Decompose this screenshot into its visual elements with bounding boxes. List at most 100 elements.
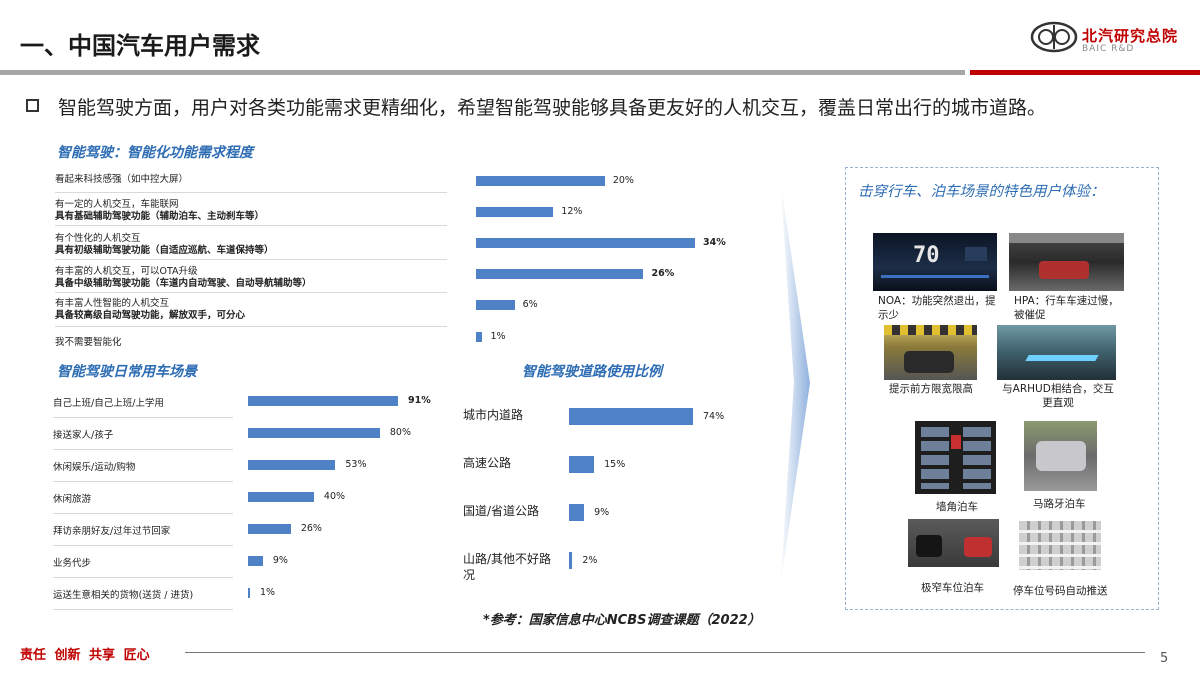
footer-values: 责任 创新 共享 匠心	[20, 648, 150, 663]
limit-caption: 提示前方限宽限高	[889, 383, 973, 395]
scene-label: 接送家人/孩子	[53, 430, 114, 441]
demand-chart: 看起来科技感强（如中控大屏） 有一定的人机交互，车能联网 具有基础辅助驾驶功能（辅…	[55, 163, 775, 353]
demand-bar	[476, 207, 554, 217]
demand-chart-title: 智能驾驶：智能化功能需求程度	[57, 145, 253, 161]
scene-label: 自己上班/自己上班/上学用	[53, 398, 164, 409]
scene-label: 拜访亲朋好友/过年过节回家	[53, 526, 171, 537]
baic-logo: 北汽研究总院 BAIC R&D	[1030, 20, 1190, 60]
limit-warning-image	[884, 325, 977, 380]
scene-value-label: 1%	[260, 587, 276, 598]
curb-parking-image	[1024, 421, 1097, 491]
scene-bar	[248, 428, 380, 438]
hpa-garage-image	[1009, 233, 1124, 291]
scene-value-label: 53%	[345, 459, 367, 470]
road-bar	[569, 456, 595, 473]
demand-value-label: 20%	[612, 175, 634, 186]
scene-value-label: 40%	[323, 491, 346, 502]
demand-separator	[55, 259, 447, 260]
demand-bar	[476, 269, 644, 279]
bullet-square-icon	[26, 99, 39, 112]
demand-value-label: 12%	[561, 206, 583, 217]
scene-separator	[53, 609, 233, 610]
header-divider-red	[970, 70, 1200, 75]
headline: 智能驾驶方面，用户对各类功能需求更精细化，希望智能驾驶能够具备更友好的人机交互，…	[58, 97, 1047, 119]
demand-value-label: 34%	[703, 237, 726, 248]
demand-bar	[476, 332, 483, 342]
scene-separator	[53, 481, 233, 482]
road-label: 山路/其他不好路况	[463, 552, 552, 582]
demand-separator	[55, 192, 447, 193]
road-value-label: 15%	[604, 459, 626, 470]
demand-value-label: 26%	[651, 268, 675, 279]
scene-value-label: 80%	[389, 427, 411, 438]
road-bar	[569, 408, 693, 425]
logo-text-cn: 北汽研究总院	[1082, 27, 1179, 45]
noa-caption: NOA：功能突然退出，提示少	[878, 295, 996, 321]
slot-number-image	[1019, 521, 1101, 570]
experience-panel	[845, 167, 1159, 610]
demand-label: 有丰富的人机交互，可以OTA升级 具备中级辅助驾驶功能（车道内自动驾驶、自动导航辅…	[55, 266, 312, 289]
scene-separator	[53, 577, 233, 578]
demand-bar	[476, 238, 695, 248]
scenes-chart-title: 智能驾驶日常用车场景	[57, 364, 197, 380]
scene-value-label: 9%	[272, 555, 288, 566]
narrow-parking-image	[908, 519, 999, 567]
right-arrow-icon	[780, 178, 810, 588]
page-number: 5	[1160, 651, 1169, 666]
scene-separator	[53, 417, 233, 418]
logo-text-en: BAIC R&D	[1082, 44, 1135, 54]
scene-value-label: 91%	[408, 395, 431, 406]
road-label: 国道/省道公路	[463, 504, 540, 518]
noa-hud-image: 70	[873, 233, 997, 291]
scene-value-label: 26%	[300, 523, 322, 534]
road-value-label: 74%	[703, 411, 725, 422]
roads-chart-title: 智能驾驶道路使用比例	[522, 364, 662, 380]
demand-bar	[476, 300, 515, 310]
road-value-label: 2%	[582, 555, 598, 566]
scene-label: 休闲旅游	[53, 494, 92, 505]
arhud-caption: 与ARHUD相结合，交互更直观	[1002, 383, 1114, 409]
scene-separator	[53, 449, 233, 450]
scenes-chart: 自己上班/自己上班/上学用 91% 接送家人/孩子 80% 休闲娱乐/运动/购物 53% 休…	[53, 385, 463, 610]
demand-value-label: 6%	[522, 299, 538, 310]
scene-label: 运送生意相关的货物(送货 / 进货)	[53, 590, 194, 601]
road-value-label: 9%	[594, 507, 610, 518]
scene-bar	[248, 396, 398, 406]
demand-value-label: 1%	[490, 331, 506, 342]
scene-bar	[248, 556, 263, 566]
scene-bar	[248, 524, 291, 534]
scene-bar	[248, 460, 336, 470]
demand-separator	[55, 326, 447, 327]
demand-label: 有个性化的人机交互 具有初级辅助驾驶功能（自适应巡航、车道保持等）	[55, 233, 274, 256]
slot-caption: 停车位号码自动推送	[1013, 585, 1108, 597]
corner-caption: 墙角泊车	[936, 501, 978, 513]
scene-separator	[53, 513, 233, 514]
demand-bar	[476, 176, 605, 186]
roads-chart: 城市内道路 74% 高速公路 15% 国道/省道公路 9% 山路/其他不好路况 2%	[463, 392, 783, 592]
scene-label: 休闲娱乐/运动/购物	[53, 462, 136, 473]
corner-parking-image	[915, 421, 996, 494]
baic-emblem-icon	[1030, 21, 1078, 53]
curb-caption: 马路牙泊车	[1033, 498, 1086, 510]
road-bar	[569, 504, 585, 521]
scene-separator	[53, 545, 233, 546]
hpa-caption: HPA：行车车速过慢，被催促	[1014, 295, 1119, 321]
reference-note: *参考：国家信息中心NCBS调查课题（2022）	[483, 613, 761, 628]
scene-label: 业务代步	[53, 558, 92, 569]
narrow-caption: 极窄车位泊车	[921, 582, 984, 594]
page-title: 一、中国汽车用户需求	[20, 32, 260, 60]
scene-bar	[248, 588, 250, 598]
arhud-image	[997, 325, 1116, 380]
experience-title: 击穿行车、泊车场景的特色用户体验：	[858, 184, 1105, 200]
demand-separator	[55, 225, 447, 226]
road-label: 高速公路	[463, 456, 512, 470]
footer-divider	[185, 652, 1145, 653]
header-divider-gray	[0, 70, 965, 75]
demand-label: 我不需要智能化	[55, 337, 122, 348]
demand-label: 有一定的人机交互，车能联网 具有基础辅助驾驶功能（辅助泊车、主动刹车等）	[55, 199, 265, 222]
demand-label: 看起来科技感强（如中控大屏）	[55, 174, 189, 185]
scene-bar	[248, 492, 314, 502]
demand-separator	[55, 292, 447, 293]
road-bar	[569, 552, 573, 569]
road-label: 城市内道路	[463, 408, 524, 422]
